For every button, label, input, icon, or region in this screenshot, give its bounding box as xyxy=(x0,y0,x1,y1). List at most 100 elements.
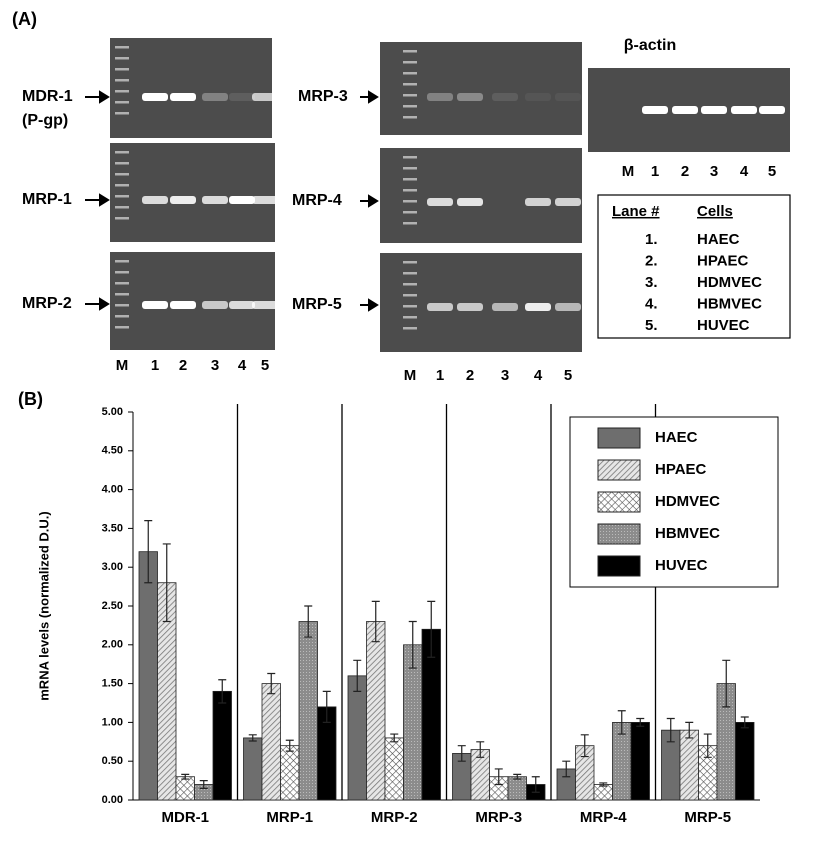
gel-band xyxy=(252,93,278,101)
x-tick-label: MRP-2 xyxy=(371,809,418,826)
y-tick-label: 0.00 xyxy=(102,794,123,806)
table-header: Lane # xyxy=(612,203,660,220)
y-tick-label: 2.50 xyxy=(102,600,123,612)
table-cell: 3. xyxy=(645,274,658,291)
lane-label: 1 xyxy=(436,367,444,384)
ladder-band xyxy=(403,50,417,53)
table-cell: 2. xyxy=(645,252,658,269)
bar xyxy=(366,621,386,801)
ladder-band xyxy=(403,316,417,319)
ladder-band xyxy=(115,217,129,220)
error-bar xyxy=(457,745,466,762)
legend-swatch xyxy=(597,459,641,481)
y-tick-label: 3.50 xyxy=(102,522,123,534)
gel-band xyxy=(142,93,168,101)
ladder-band xyxy=(115,315,129,318)
table-cell: HDMVEC xyxy=(697,274,762,291)
ladder-band xyxy=(115,184,129,187)
gel xyxy=(380,42,582,135)
ladder-band xyxy=(115,79,129,82)
lane-label: 4 xyxy=(740,163,749,180)
error-bar xyxy=(248,734,257,742)
ladder-band xyxy=(403,189,417,192)
bar xyxy=(679,729,699,801)
ladder-band xyxy=(403,178,417,181)
gel-band xyxy=(672,106,698,114)
ladder-band xyxy=(115,282,129,285)
error-bar xyxy=(531,776,540,793)
panel-label: (B) xyxy=(18,389,43,409)
lane-label: M xyxy=(116,357,129,374)
lane-table xyxy=(597,194,791,339)
bar-chart: 0.00 0.50 1.00 1.50 2.00 2.50 3.00 3.50 4.00 4.50… xyxy=(36,404,779,826)
legend-swatch xyxy=(597,523,641,545)
ladder-band xyxy=(403,105,417,108)
gel-band xyxy=(142,196,168,204)
error-bar xyxy=(218,679,227,704)
error-bar xyxy=(617,710,626,735)
y-axis-label: mRNA levels (normalized D.U.) xyxy=(36,511,51,701)
y-tick-label: 1.50 xyxy=(102,678,123,690)
arrows xyxy=(85,90,379,312)
bar xyxy=(507,776,527,801)
ladder-band xyxy=(115,90,129,93)
gel-band xyxy=(170,93,196,101)
gel-band xyxy=(170,196,196,204)
legend-label: HAEC xyxy=(655,429,698,446)
y-tick-label: 4.50 xyxy=(102,445,123,457)
lane-label: 3 xyxy=(211,357,219,374)
lane-label: 3 xyxy=(501,367,509,384)
ladder-band xyxy=(403,261,417,264)
bar xyxy=(593,784,613,801)
legend-label: HUVEC xyxy=(655,557,708,574)
table-cell: 5. xyxy=(645,317,658,334)
legend-label: HPAEC xyxy=(655,461,707,478)
gel-band xyxy=(555,303,581,311)
gel-label: MRP-5 xyxy=(292,296,342,313)
ladder-band xyxy=(403,305,417,308)
ladder-band xyxy=(115,57,129,60)
ladder-band xyxy=(115,46,129,49)
error-bar xyxy=(162,543,171,623)
ladder-band xyxy=(115,151,129,154)
gel-band xyxy=(525,93,551,101)
error-bar xyxy=(181,773,190,780)
gel-band xyxy=(252,196,278,204)
gel-band xyxy=(492,303,518,311)
gel-band xyxy=(457,93,483,101)
ladder-band xyxy=(403,222,417,225)
gel-band xyxy=(142,301,168,309)
gel-band xyxy=(642,106,668,114)
error-bar xyxy=(199,780,208,789)
ladder-band xyxy=(115,326,129,329)
error-bar xyxy=(322,690,331,723)
error-bar xyxy=(476,741,485,758)
ladder-band xyxy=(115,260,129,263)
gel-band xyxy=(457,303,483,311)
x-tick-label: MRP-5 xyxy=(684,809,731,826)
error-bar xyxy=(599,782,608,787)
y-tick-label: 3.00 xyxy=(102,561,123,573)
error-bar xyxy=(144,520,153,584)
ladder-band xyxy=(403,283,417,286)
gel-label: MDR-1 xyxy=(22,88,73,105)
ladder-band xyxy=(403,116,417,119)
gel xyxy=(110,143,275,242)
gel-label: MRP-1 xyxy=(22,191,72,208)
lane-label: 4 xyxy=(238,357,247,374)
legend-swatch xyxy=(597,427,641,449)
lane-label: 5 xyxy=(768,163,776,180)
bar xyxy=(347,675,367,801)
ladder-band xyxy=(115,68,129,71)
lane-label: 3 xyxy=(710,163,718,180)
lane-label: 2 xyxy=(179,357,187,374)
table-cell: HAEC xyxy=(697,231,740,248)
error-bar xyxy=(371,600,380,643)
ladder-band xyxy=(403,94,417,97)
error-bar xyxy=(494,768,503,786)
gel-band xyxy=(202,196,228,204)
x-tick-label: MDR-1 xyxy=(162,809,210,826)
lane-label: 1 xyxy=(651,163,659,180)
gel-label: (P-gp) xyxy=(22,112,68,129)
